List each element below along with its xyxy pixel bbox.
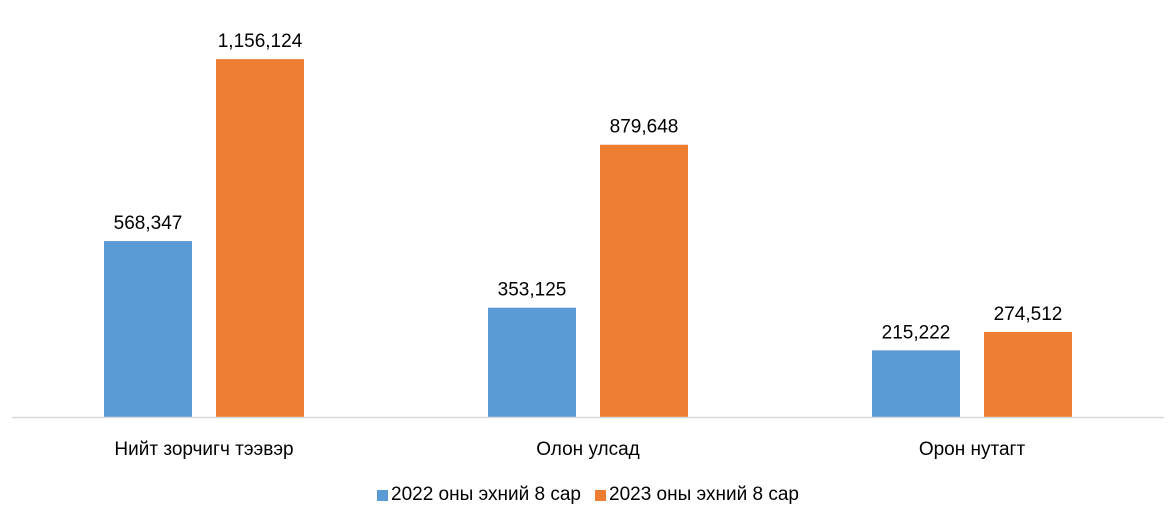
legend: 2022 оны эхний 8 сар 2023 оны эхний 8 са… — [0, 484, 1176, 506]
bar-series-1-cat-3 — [872, 350, 960, 417]
bar-chart-plot: 568,347 1,156,124 Нийт зорчигч тээвэр 353,1… — [12, 31, 1164, 460]
bar-series-2-cat-1 — [216, 59, 304, 417]
legend-item-series-2: 2023 оны эхний 8 сар — [595, 484, 799, 506]
data-label-series-2-cat-3: 274,512 — [994, 304, 1063, 325]
legend-swatch-series-2 — [595, 489, 606, 501]
legend-label-series-2: 2023 оны эхний 8 сар — [609, 484, 799, 505]
data-label-series-1-cat-3: 215,222 — [882, 322, 951, 343]
data-label-series-1-cat-1: 568,347 — [114, 213, 183, 234]
category-label-1: Нийт зорчигч тээвэр — [114, 439, 293, 460]
bar-series-1-cat-2 — [488, 307, 576, 417]
legend-label-series-1: 2022 оны эхний 8 сар — [391, 484, 581, 505]
category-label-2: Олон улсад — [536, 439, 640, 460]
data-label-series-1-cat-2: 353,125 — [498, 280, 567, 301]
category-label-3: Орон нутагт — [919, 439, 1026, 460]
bar-series-2-cat-3 — [984, 332, 1072, 417]
bar-series-2-cat-2 — [600, 144, 688, 417]
legend-item-series-1: 2022 оны эхний 8 сар — [377, 484, 581, 506]
data-label-series-2-cat-1: 1,156,124 — [218, 31, 303, 52]
legend-swatch-series-1 — [377, 489, 388, 501]
bar-series-1-cat-1 — [104, 241, 192, 417]
data-label-series-2-cat-2: 879,648 — [610, 117, 679, 138]
